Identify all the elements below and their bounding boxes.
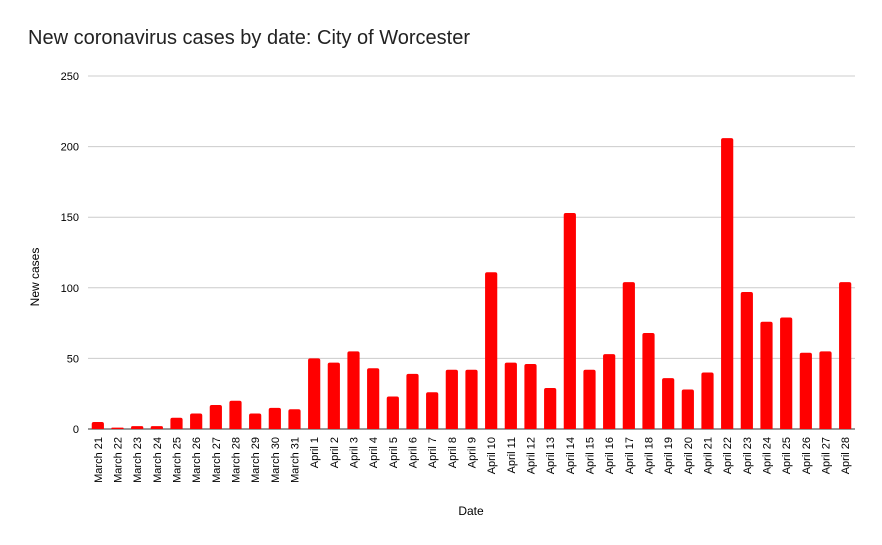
x-tick-label: April 3 <box>349 437 361 468</box>
bar <box>327 362 340 429</box>
y-tick-label: 0 <box>73 424 79 436</box>
bar <box>268 407 281 429</box>
x-tick-label: April 24 <box>762 437 774 474</box>
x-tick-label: April 12 <box>526 437 538 474</box>
x-tick-label: April 5 <box>388 437 400 468</box>
x-tick-label: April 23 <box>742 437 754 474</box>
bar <box>91 421 104 429</box>
x-tick-label: March 22 <box>113 437 125 483</box>
bar <box>799 352 812 429</box>
x-axis-ticks: March 21 March 22 March 23 March 24 March 25… <box>93 437 852 483</box>
x-tick-label: March 23 <box>132 437 144 483</box>
x-tick-label: April 11 <box>506 437 518 473</box>
x-tick-label: March 27 <box>211 437 223 483</box>
x-tick-label: April 2 <box>329 437 341 468</box>
x-tick-label: April 4 <box>368 437 380 468</box>
bar <box>662 378 675 429</box>
bar <box>563 212 576 429</box>
bar <box>603 354 616 429</box>
bar <box>308 358 321 429</box>
bar <box>681 389 694 429</box>
bar <box>150 426 163 429</box>
x-tick-label: March 29 <box>250 437 262 483</box>
bar <box>544 388 557 429</box>
y-tick-label: 50 <box>67 353 79 365</box>
bar <box>485 272 498 429</box>
bar <box>839 282 852 429</box>
x-tick-label: April 25 <box>781 437 793 474</box>
bar <box>347 351 360 429</box>
x-tick-label: April 19 <box>663 437 675 474</box>
bar <box>288 409 301 429</box>
y-tick-label: 200 <box>61 142 79 154</box>
x-tick-label: April 1 <box>309 437 321 468</box>
x-tick-label: April 16 <box>604 437 616 474</box>
x-tick-label: April 17 <box>624 437 636 474</box>
bar <box>721 138 734 430</box>
x-tick-label: April 9 <box>467 437 479 468</box>
x-tick-label: March 21 <box>93 437 105 483</box>
x-tick-label: April 20 <box>683 437 695 474</box>
bar <box>249 413 262 429</box>
x-tick-label: April 8 <box>447 437 459 468</box>
x-tick-label: March 30 <box>270 437 282 483</box>
bar <box>465 369 478 429</box>
x-tick-label: April 28 <box>840 437 852 474</box>
bar <box>406 373 419 429</box>
bar <box>209 404 222 429</box>
y-tick-label: 250 <box>61 71 79 83</box>
x-tick-label: April 21 <box>703 437 715 474</box>
bar <box>229 400 242 429</box>
bar <box>131 426 144 429</box>
x-axis-label: Date <box>458 504 484 518</box>
x-tick-label: March 24 <box>152 437 164 483</box>
x-tick-label: March 31 <box>290 437 302 483</box>
x-tick-label: April 6 <box>408 437 420 468</box>
bar <box>701 372 714 429</box>
bar <box>111 427 124 429</box>
bar <box>170 417 183 429</box>
x-tick-label: March 28 <box>231 437 243 483</box>
bar <box>642 332 655 429</box>
y-axis-ticks: 0 50 100 150 200 250 <box>61 71 79 436</box>
y-tick-label: 150 <box>61 212 79 224</box>
bar <box>445 369 458 429</box>
bar <box>524 364 537 429</box>
bar <box>583 369 596 429</box>
y-tick-label: 100 <box>61 283 79 295</box>
x-tick-label: April 14 <box>565 437 577 474</box>
x-tick-label: April 18 <box>644 437 656 474</box>
bar <box>426 392 439 429</box>
bars <box>91 138 852 430</box>
bar <box>622 282 635 429</box>
bar <box>504 362 517 429</box>
x-tick-label: March 25 <box>172 437 184 483</box>
bar <box>819 351 832 429</box>
bar <box>190 413 203 429</box>
x-tick-label: April 27 <box>821 437 833 474</box>
chart-title: New coronavirus cases by date: City of W… <box>28 27 471 49</box>
bar <box>780 317 793 429</box>
bar <box>367 368 380 429</box>
x-tick-label: April 26 <box>801 437 813 474</box>
bar <box>386 396 399 429</box>
x-tick-label: April 22 <box>722 437 734 474</box>
x-tick-label: April 10 <box>486 437 498 474</box>
bar <box>740 292 753 429</box>
x-tick-label: April 15 <box>585 437 597 474</box>
x-tick-label: April 13 <box>545 437 557 474</box>
bar <box>760 321 773 429</box>
x-tick-label: March 26 <box>191 437 203 483</box>
x-tick-label: April 7 <box>427 437 439 468</box>
